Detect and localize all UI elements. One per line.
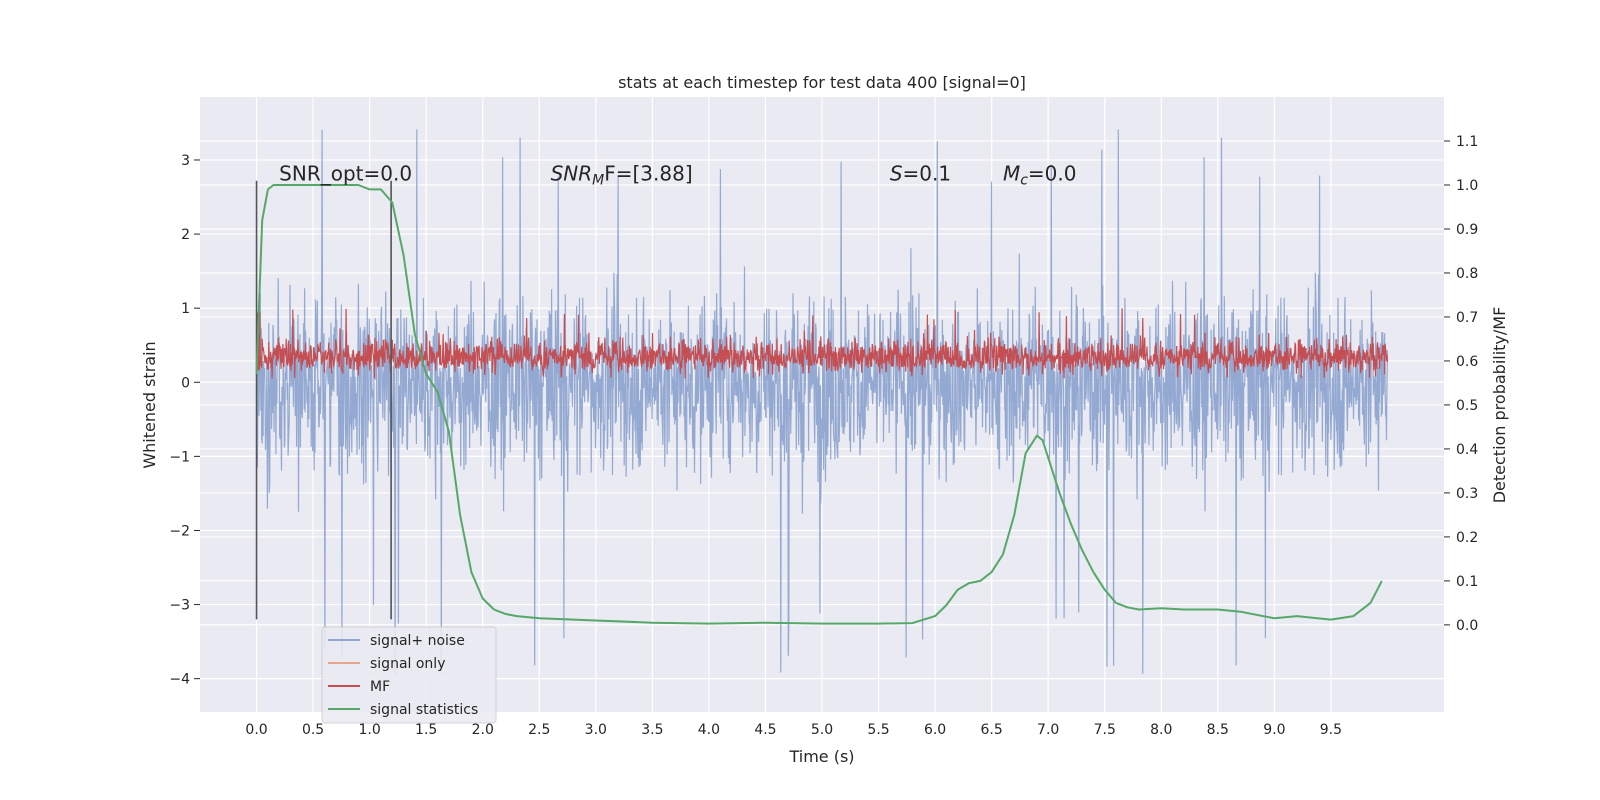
x-tick-label: 8.5	[1207, 722, 1229, 738]
legend-label-signal-statistics: signal statistics	[370, 702, 478, 718]
x-tick-label: 2.5	[528, 722, 550, 738]
y2-tick-label: 0.7	[1456, 310, 1478, 326]
y-tick-label: −3	[169, 598, 190, 614]
x-tick-label: 8.0	[1150, 722, 1172, 738]
annotation-s: S=0.1	[890, 162, 951, 186]
legend-label-mf: MF	[370, 679, 390, 695]
legend-box	[321, 626, 497, 724]
y-tick-label: −1	[169, 449, 190, 465]
y-axis-label: Whitened strain	[140, 341, 159, 468]
y2-tick-label: 0.5	[1456, 398, 1478, 414]
y2-tick-label: 0.0	[1456, 618, 1478, 634]
y2-tick-label: 0.9	[1456, 222, 1478, 238]
x-tick-label: 9.5	[1320, 722, 1342, 738]
x-tick-label: 1.0	[359, 722, 381, 738]
y2-tick-label: 0.8	[1456, 266, 1478, 282]
y2-tick-label: 0.6	[1456, 354, 1478, 370]
annotation-subscript: c	[1020, 173, 1028, 189]
x-tick-label: 2.0	[472, 722, 494, 738]
x-tick-label: 4.0	[698, 722, 720, 738]
annotations: SNR_opt=0.0 SNRMF=[3.88] S=0.1 Mc=0.0	[279, 162, 1076, 189]
legend-label-signal-noise: signal+ noise	[370, 633, 465, 649]
x-tick-label: 0.5	[302, 722, 324, 738]
x-tick-label: 5.0	[811, 722, 833, 738]
vlines	[255, 180, 392, 620]
y-tick-label: −4	[169, 672, 190, 688]
x-tick-label: 7.5	[1094, 722, 1116, 738]
annotation-tail: F=[3.88]	[604, 162, 692, 186]
signal-statistics-line	[255, 184, 1383, 625]
mf-line	[255, 308, 1389, 379]
y2-tick-label: 0.4	[1456, 442, 1478, 458]
annotation-main: SNR	[551, 162, 593, 186]
annotation-main: M	[1003, 162, 1020, 186]
legend: signal+ noise signal only MF signal stat…	[321, 626, 497, 724]
y-tick-label: 3	[181, 153, 190, 169]
x-tick-label: 6.5	[981, 722, 1003, 738]
x-tick-label: 3.5	[641, 722, 663, 738]
annotation-tail: =0.1	[903, 162, 952, 186]
x-tick-label: 7.0	[1037, 722, 1059, 738]
mf-series	[255, 308, 1389, 379]
annotation-subscript: M	[592, 173, 604, 189]
y-tick-label: 1	[181, 301, 190, 317]
signal-statistics-series	[255, 184, 1383, 625]
y-tick-label: 2	[181, 227, 190, 243]
annotation-tail: =0.0	[1028, 162, 1077, 186]
annotation-main: SNR_opt=0.0	[279, 162, 412, 186]
x-tick-label: 4.5	[754, 722, 776, 738]
x-tick-label: 6.0	[924, 722, 946, 738]
annotation-snr-opt: SNR_opt=0.0	[279, 162, 412, 186]
y-tick-label: −2	[169, 523, 190, 539]
y2-tick-label: 1.1	[1456, 134, 1478, 150]
x-tick-label: 1.5	[415, 722, 437, 738]
x-tick-label: 9.0	[1263, 722, 1285, 738]
y2-axis-label: Detection probability/MF	[1490, 307, 1509, 504]
x-tick-label: 5.5	[867, 722, 889, 738]
chart-title: stats at each timestep for test data 400…	[618, 73, 1026, 92]
y2-tick-label: 0.3	[1456, 486, 1478, 502]
y2-tick-label: 1.0	[1456, 178, 1478, 194]
y2-tick-label: 0.2	[1456, 530, 1478, 546]
x-axis-label: Time (s)	[788, 747, 854, 766]
x-tick-label: 0.0	[245, 722, 267, 738]
annotation-snr-mf: SNRMF=[3.88]	[551, 162, 693, 189]
annotation-main: S	[890, 162, 903, 186]
y2-tick-label: 0.1	[1456, 574, 1478, 590]
x-tick-label: 3.0	[585, 722, 607, 738]
ticks: 0.0 0.5 1.0 1.5 2.0 2.5 3.0 3.5 4.0 4.5 5.0 5.5 6.0 6…	[169, 134, 1478, 738]
annotation-mc: Mc=0.0	[1003, 162, 1077, 189]
y-tick-label: 0	[181, 375, 190, 391]
signal-noise-series	[255, 129, 1389, 675]
signal-noise-line	[255, 129, 1389, 675]
legend-label-signal-only: signal only	[370, 656, 445, 672]
